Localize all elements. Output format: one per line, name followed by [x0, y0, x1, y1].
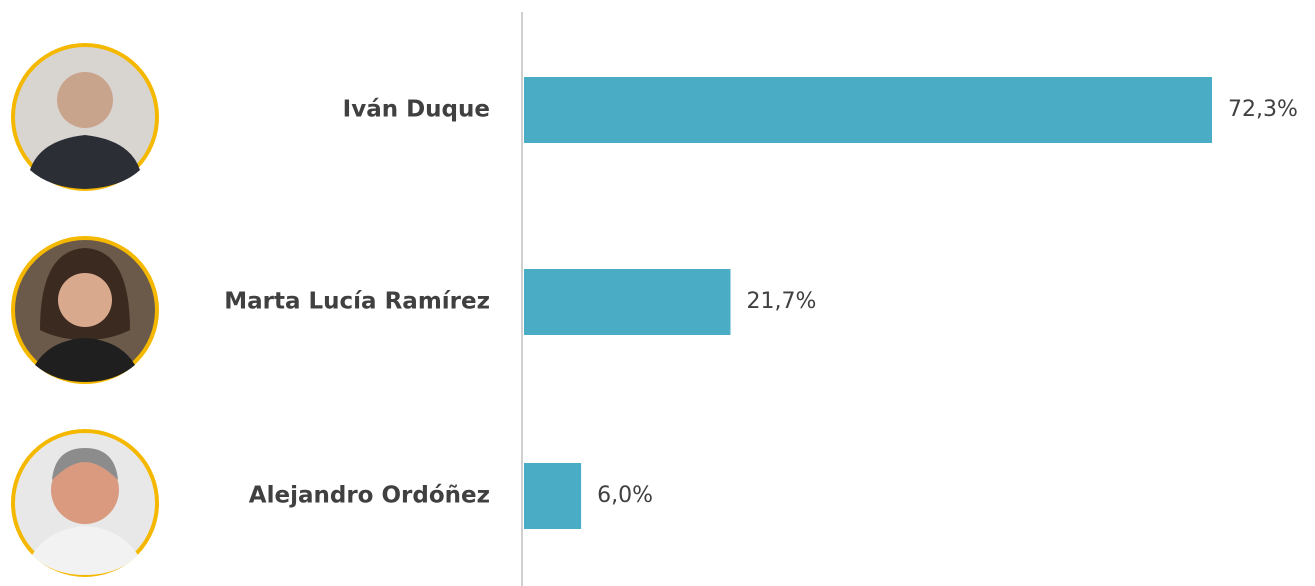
bar	[524, 77, 1212, 143]
category-label: Iván Duque	[343, 97, 490, 123]
avatar	[11, 429, 159, 577]
avatar	[11, 236, 159, 384]
category-label: Marta Lucía Ramírez	[224, 289, 490, 315]
avatar	[11, 43, 159, 191]
value-label: 6,0%	[597, 483, 653, 508]
value-label: 72,3%	[1228, 97, 1298, 122]
category-label: Alejandro Ordóñez	[249, 483, 490, 509]
value-label: 21,7%	[746, 289, 816, 314]
bar	[524, 463, 582, 529]
avatars	[11, 43, 159, 577]
bar	[524, 269, 731, 335]
